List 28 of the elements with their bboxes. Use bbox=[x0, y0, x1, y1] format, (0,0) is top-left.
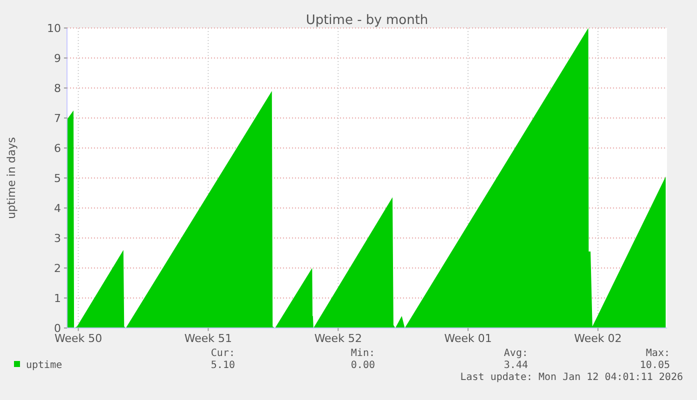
text: Avg: bbox=[504, 348, 528, 359]
text: Max: bbox=[646, 348, 670, 359]
x-tick-label: Week 02 bbox=[574, 332, 622, 345]
text: Min: bbox=[350, 348, 375, 359]
x-tick-label: Week 52 bbox=[314, 332, 362, 345]
legend-label: uptime bbox=[26, 360, 62, 371]
y-tick-label: 0 bbox=[54, 322, 61, 335]
y-tick-label: 2 bbox=[54, 262, 61, 275]
text: Last update: Mon Jan 12 04:01:11 2026 bbox=[460, 372, 683, 383]
text: 10.05 bbox=[640, 360, 670, 371]
x-tick-label: Week 50 bbox=[54, 332, 102, 345]
chart-title: Uptime - by month bbox=[306, 13, 428, 28]
text: 0.00 bbox=[350, 360, 375, 371]
x-tick-label: Week 01 bbox=[444, 332, 492, 345]
y-axis-title: uptime in days bbox=[5, 136, 18, 219]
y-tick-label: 7 bbox=[54, 112, 61, 125]
y-tick-label: 10 bbox=[47, 22, 61, 35]
y-tick-label: 8 bbox=[54, 82, 61, 95]
y-tick-label: 3 bbox=[54, 232, 61, 245]
y-tick-label: 1 bbox=[54, 292, 61, 305]
text: 5.10 bbox=[210, 360, 235, 371]
y-tick-label: 6 bbox=[54, 142, 61, 155]
x-tick-label: Week 51 bbox=[184, 332, 232, 345]
text: 3.44 bbox=[504, 360, 528, 371]
y-tick-label: 4 bbox=[54, 202, 61, 215]
y-tick-label: 9 bbox=[54, 52, 61, 65]
y-tick-label: 5 bbox=[54, 172, 61, 185]
text: Cur: bbox=[210, 348, 235, 359]
